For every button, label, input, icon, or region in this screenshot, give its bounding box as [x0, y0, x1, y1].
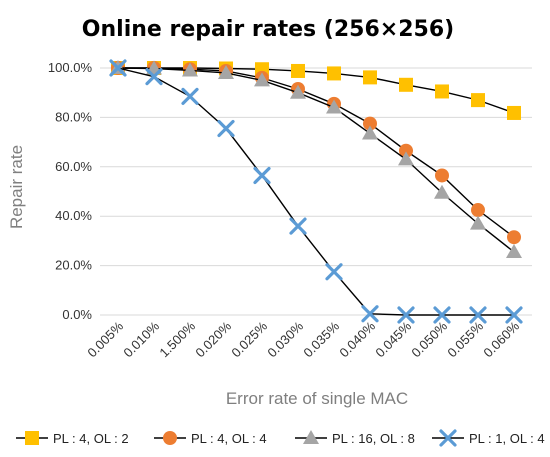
marker-stroke	[289, 217, 307, 235]
data-point	[182, 62, 198, 77]
legend-item-4: PL : 1, OL : 4	[432, 429, 545, 447]
y-axis-title: Repair rate	[7, 145, 26, 229]
x-tick-label: 0.040%	[336, 318, 378, 360]
y-tick-label: 100.0%	[48, 60, 93, 75]
data-point	[325, 263, 343, 281]
data-point	[507, 105, 521, 120]
legend-item-1: PL : 4, OL : 2	[16, 431, 129, 446]
series-4	[109, 59, 523, 324]
data-point	[363, 70, 377, 85]
data-point	[291, 63, 305, 78]
data-point	[326, 99, 342, 114]
data-point	[399, 77, 413, 92]
data-point	[109, 59, 127, 77]
data-point	[289, 217, 307, 235]
legend-label: PL : 4, OL : 2	[53, 431, 129, 446]
y-tick-label: 40.0%	[55, 208, 92, 223]
data-point	[327, 66, 341, 81]
y-tick-label: 80.0%	[55, 109, 92, 124]
data-point	[217, 119, 235, 138]
marker-stroke	[109, 59, 127, 77]
data-point	[398, 151, 414, 166]
data-point	[181, 87, 199, 106]
data-point	[397, 306, 415, 324]
x-tick-label: 0.025%	[228, 318, 270, 360]
data-point	[362, 125, 378, 140]
data-point	[435, 168, 449, 183]
data-point	[471, 93, 485, 108]
data-point	[399, 143, 413, 158]
marker-stroke	[181, 87, 199, 106]
marker-stroke	[397, 306, 415, 324]
data-point	[361, 305, 379, 323]
legend-marker	[163, 431, 177, 445]
data-point	[363, 116, 377, 131]
x-tick-label: 0.060%	[480, 318, 522, 360]
marker-stroke	[433, 306, 451, 324]
data-point	[506, 244, 522, 259]
marker-stroke	[217, 119, 235, 138]
x-tick-label: 0.050%	[408, 318, 450, 360]
x-tick-label: 0.010%	[120, 318, 162, 360]
legend-marker	[25, 431, 39, 445]
x-tick-label: 0.055%	[444, 318, 486, 360]
x-tick-label: 0.020%	[192, 318, 234, 360]
marker-stroke	[361, 305, 379, 323]
legend-marker	[303, 430, 319, 444]
legend-item-2: PL : 4, OL : 4	[154, 431, 267, 446]
marker-stroke	[439, 429, 457, 447]
data-point	[433, 306, 451, 324]
marker-stroke	[325, 263, 343, 281]
data-point	[469, 306, 487, 324]
chart-title: Online repair rates (256×256)	[82, 17, 454, 42]
x-tick-label: 0.045%	[372, 318, 414, 360]
legend: PL : 4, OL : 2 PL : 4, OL : 4 PL : 16, OL …	[16, 429, 545, 447]
data-point	[290, 84, 306, 99]
data-point	[145, 68, 163, 86]
marker-stroke	[253, 166, 271, 185]
x-tick-label: 1.500%	[156, 318, 198, 360]
data-point	[471, 203, 485, 218]
gridlines	[100, 67, 532, 316]
data-point	[253, 166, 271, 185]
y-tick-label: 20.0%	[55, 258, 92, 273]
data-point	[218, 64, 234, 79]
x-tick-label: 0.030%	[264, 318, 306, 360]
data-point	[470, 215, 486, 230]
marker-stroke	[145, 68, 163, 86]
series-line	[117, 67, 515, 253]
marker-stroke	[505, 306, 523, 324]
y-tick-label: 60.0%	[55, 159, 92, 174]
x-tick-label: 0.035%	[300, 318, 342, 360]
marker-stroke	[469, 306, 487, 324]
plot-series	[109, 59, 523, 324]
series-3	[110, 60, 522, 259]
legend-label: PL : 16, OL : 8	[332, 431, 415, 446]
series-line	[118, 67, 515, 114]
x-tick-label: 0.005%	[84, 318, 126, 360]
data-point	[505, 306, 523, 324]
x-axis-title: Error rate of single MAC	[226, 389, 408, 408]
y-tick-label: 0.0%	[62, 307, 92, 322]
series-line	[118, 67, 515, 238]
legend-label: PL : 1, OL : 4	[469, 431, 545, 446]
legend-label: PL : 4, OL : 4	[191, 431, 267, 446]
legend-item-3: PL : 16, OL : 8	[295, 430, 415, 446]
data-point	[434, 184, 450, 199]
series-line	[117, 67, 514, 316]
data-point	[507, 230, 521, 245]
data-point	[254, 72, 270, 87]
y-axis-ticks: 0.0% 20.0% 40.0% 60.0% 80.0% 100.0%	[48, 60, 93, 322]
legend-marker	[439, 429, 457, 447]
data-point	[435, 84, 449, 99]
series-2	[111, 61, 521, 245]
x-axis-ticks: 0.005%0.010%1.500%0.020%0.025%0.030%0.03…	[84, 318, 522, 360]
